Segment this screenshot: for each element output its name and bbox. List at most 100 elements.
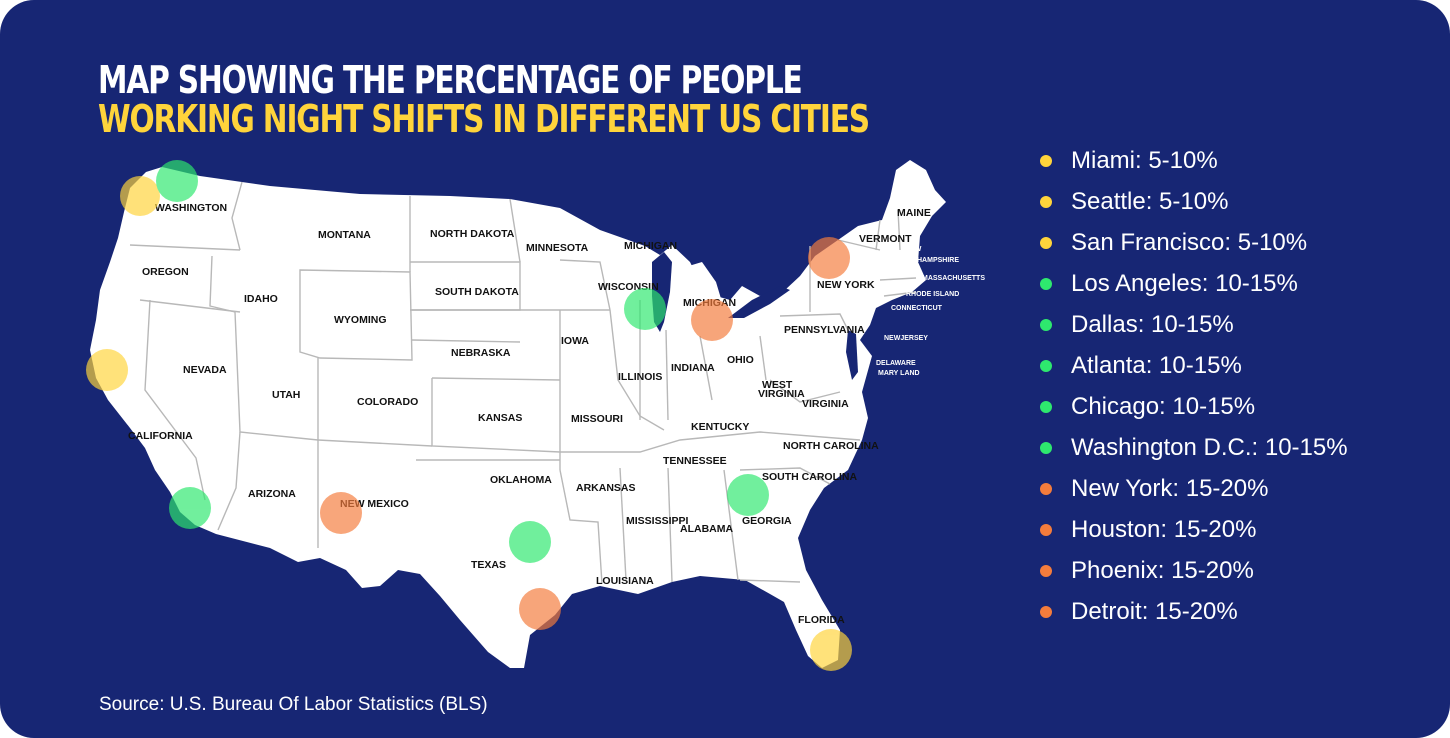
legend-item: Chicago: 10-15% [1040, 386, 1348, 427]
legend-dot [1040, 400, 1052, 413]
us-landmass [90, 160, 946, 668]
legend-dot [1040, 564, 1052, 577]
legend-label: Atlanta: 10-15% [1071, 351, 1242, 379]
state-labels: WASHINGTON OREGON MONTANA IDAHO NORTH DA… [128, 202, 985, 626]
state-label: NORTH CAROLINA [783, 440, 879, 452]
state-label: KENTUCKY [691, 421, 749, 433]
legend-dot [1040, 441, 1052, 454]
legend-item: Seattle: 5-10% [1040, 181, 1348, 222]
legend-label: Dallas: 10-15% [1071, 310, 1234, 338]
state-label: VIRGINIA [802, 398, 849, 410]
title-line-2: WORKING NIGHT SHIFTS IN DIFFERENT US CIT… [98, 97, 870, 141]
state-label: WASHINGTON [155, 202, 227, 214]
legend-dot [1040, 605, 1052, 618]
legend-dot [1040, 359, 1052, 372]
state-label: PENNSYLVANIA [784, 324, 865, 336]
lake-erie [728, 286, 790, 318]
state-label: FLORIDA [798, 614, 845, 626]
state-label: VERMONT [859, 233, 912, 245]
marker-chicago [624, 288, 666, 330]
state-label: MISSISSIPPI [626, 515, 689, 527]
state-label: MAINE [897, 207, 931, 219]
chesapeake-bay [846, 330, 858, 380]
state-label: MASSACHUSETTS [922, 275, 985, 282]
legend-item: San Francisco: 5-10% [1040, 222, 1348, 263]
legend: Miami: 5-10% Seattle: 5-10% San Francisc… [1040, 140, 1348, 632]
state-label: TENNESSEE [663, 455, 727, 467]
legend-label: Los Angeles: 10-15% [1071, 269, 1298, 297]
state-label: IOWA [561, 335, 589, 347]
legend-item: Houston: 15-20% [1040, 509, 1348, 550]
legend-label: Chicago: 10-15% [1071, 392, 1256, 420]
legend-dot [1040, 523, 1052, 536]
legend-dot [1040, 236, 1052, 249]
state-label: KANSAS [478, 412, 522, 424]
state-label: NEW YORK [817, 279, 875, 291]
state-label: WEST [762, 379, 793, 391]
state-label: INDIANA [671, 362, 715, 374]
legend-label: Miami: 5-10% [1071, 146, 1218, 174]
state-label: ALABAMA [680, 523, 733, 535]
state-label: SOUTH DAKOTA [435, 286, 519, 298]
legend-item: Detroit: 15-20% [1040, 591, 1348, 632]
marker-new-york [808, 237, 850, 279]
state-label: NORTH DAKOTA [430, 228, 515, 240]
marker-los-angeles [169, 487, 211, 529]
legend-label: Houston: 15-20% [1071, 515, 1257, 543]
marker-atlanta [727, 474, 769, 516]
state-label: WYOMING [334, 314, 387, 326]
legend-label: Phoenix: 15-20% [1071, 556, 1254, 584]
state-label: MINNESOTA [526, 242, 589, 254]
state-label: OKLAHOMA [490, 474, 552, 486]
legend-item: New York: 15-20% [1040, 468, 1348, 509]
state-label: LOUISIANA [596, 575, 654, 587]
state-label: GEORGIA [742, 515, 792, 527]
state-label: ARIZONA [248, 488, 296, 500]
state-label: NEBRASKA [451, 347, 511, 359]
legend-dot [1040, 318, 1052, 331]
legend-item: Atlanta: 10-15% [1040, 345, 1348, 386]
marker-dallas [509, 521, 551, 563]
legend-dot [1040, 277, 1052, 290]
marker-seattle-low [120, 176, 160, 216]
state-label: OREGON [142, 266, 189, 278]
state-label: COLORADO [357, 396, 418, 408]
city-markers [86, 160, 852, 671]
marker-phoenix [320, 492, 362, 534]
legend-item: Dallas: 10-15% [1040, 304, 1348, 345]
legend-label: New York: 15-20% [1071, 474, 1269, 502]
legend-label: Detroit: 15-20% [1071, 597, 1238, 625]
legend-label: Seattle: 5-10% [1071, 187, 1229, 215]
state-label: RHODE ISLAND [906, 291, 959, 298]
state-label: ARKANSAS [576, 482, 636, 494]
state-label: DELAWARE [876, 360, 916, 367]
state-label: ILLINOIS [618, 371, 662, 383]
legend-dot [1040, 195, 1052, 208]
state-label: MICHIGAN [624, 240, 677, 252]
state-label: OHIO [727, 354, 754, 366]
legend-dot [1040, 482, 1052, 495]
state-label: NEW [905, 246, 922, 253]
us-map: WASHINGTON OREGON MONTANA IDAHO NORTH DA… [86, 160, 985, 671]
legend-label: Washington D.C.: 10-15% [1071, 433, 1348, 461]
legend-item: Washington D.C.: 10-15% [1040, 427, 1348, 468]
state-label: MONTANA [318, 229, 371, 241]
legend-item: Miami: 5-10% [1040, 140, 1348, 181]
marker-san-francisco [86, 349, 128, 391]
title-line-1: MAP SHOWING THE PERCENTAGE OF PEOPLE [98, 58, 803, 102]
marker-houston [519, 588, 561, 630]
state-label: CALIFORNIA [128, 430, 193, 442]
marker-detroit [691, 299, 733, 341]
state-label: UTAH [272, 389, 300, 401]
state-label: NEWJERSEY [884, 335, 928, 342]
legend-item: Los Angeles: 10-15% [1040, 263, 1348, 304]
source-note: Source: U.S. Bureau Of Labor Statistics … [99, 694, 488, 715]
state-label: VIRGINIA [758, 388, 805, 400]
state-label: CONNECTICUT [891, 305, 943, 312]
legend-dot [1040, 154, 1052, 167]
state-label: SOUTH CAROLINA [762, 471, 857, 483]
state-label: NEVADA [183, 364, 227, 376]
state-label: MARY LAND [878, 370, 920, 377]
marker-miami [810, 629, 852, 671]
